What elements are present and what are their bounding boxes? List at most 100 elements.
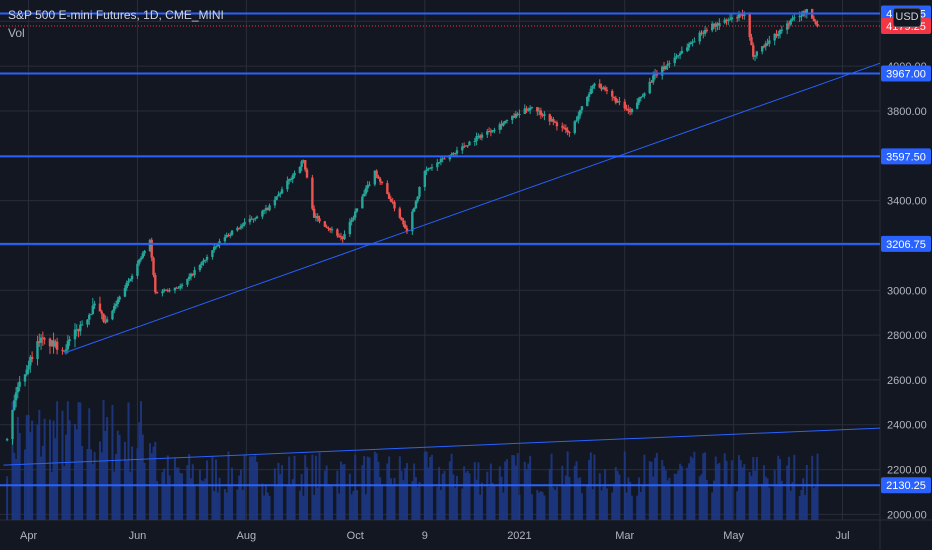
candle-body — [491, 130, 494, 132]
volume-bar — [216, 492, 219, 520]
volume-bar — [705, 479, 708, 520]
volume-bar — [454, 487, 457, 520]
candle-body — [14, 392, 18, 401]
candle-body — [91, 305, 95, 315]
volume-bar — [177, 467, 180, 520]
volume-bar — [336, 470, 339, 520]
candle-body — [512, 115, 516, 118]
candle-body — [366, 184, 369, 189]
currency-badge[interactable]: USD — [893, 8, 921, 27]
candle-body — [530, 107, 534, 109]
candle-body — [279, 193, 282, 195]
candle-body — [111, 310, 114, 320]
volume-bar — [764, 476, 767, 520]
candle-body — [543, 114, 546, 116]
candle-body — [714, 23, 717, 27]
x-tick-label: Oct — [347, 530, 364, 542]
candle-body — [561, 126, 564, 128]
candle-body — [775, 33, 778, 37]
candle-body — [625, 108, 628, 110]
volume-bar — [150, 453, 153, 520]
candle-body — [391, 201, 394, 203]
candle-body — [636, 102, 639, 109]
volume-bar — [252, 456, 255, 520]
candle-body — [104, 321, 107, 323]
volume-bar — [812, 488, 815, 520]
volume-bar — [491, 482, 494, 520]
candle-body — [514, 113, 518, 118]
candle-body — [211, 250, 214, 257]
candle-body — [280, 189, 284, 194]
volume-bar — [188, 453, 191, 520]
volume-bar — [79, 402, 82, 520]
candle-body — [716, 23, 719, 26]
symbol-title[interactable]: S&P 500 E-mini Futures, 1D, CME_MINI — [8, 8, 224, 22]
volume-bar — [36, 424, 39, 520]
volume-bar — [11, 401, 14, 520]
candle-body — [814, 21, 817, 25]
volume-bar — [213, 490, 216, 520]
volume-bar — [500, 476, 503, 520]
volume-bar — [723, 453, 726, 520]
candle-body — [204, 259, 207, 261]
volume-bar — [630, 495, 633, 520]
candle-body — [693, 41, 696, 43]
volume-bar — [75, 429, 78, 520]
candle-body — [785, 23, 789, 30]
volume-bar — [404, 468, 407, 520]
x-tick-label: Mar — [615, 530, 634, 542]
candle-body — [343, 234, 346, 240]
candle-body — [364, 188, 368, 194]
volume-bar — [111, 404, 114, 520]
candle-body — [766, 43, 769, 45]
candle-body — [566, 129, 569, 133]
x-tick-label: Apr — [20, 530, 37, 542]
volume-bar — [564, 475, 567, 520]
candle-body — [541, 114, 544, 116]
candle-body — [252, 218, 255, 220]
volume-bar — [427, 467, 430, 520]
y-tick-label: 2400.00 — [887, 420, 927, 432]
volume-bar — [716, 464, 719, 520]
candle-body — [618, 101, 621, 103]
volume-bar — [414, 477, 417, 520]
candle-body — [25, 369, 28, 375]
candle-body — [787, 23, 791, 25]
volume-bar — [27, 414, 30, 520]
x-tick-label: May — [723, 530, 744, 542]
candle-body — [737, 13, 741, 19]
candle-body — [498, 124, 501, 130]
candle-body — [130, 275, 134, 280]
volume-bar — [361, 465, 364, 520]
volume-bar — [81, 446, 84, 520]
candle-body — [168, 290, 171, 292]
volume-bar — [273, 468, 276, 520]
volume-bar — [31, 420, 34, 520]
volume-bar — [125, 460, 128, 520]
volume-indicator-label[interactable]: Vol — [8, 26, 25, 40]
volume-bar — [516, 453, 519, 520]
candle-body — [86, 319, 89, 325]
volume-bar — [816, 453, 819, 520]
volume-bar — [214, 459, 217, 520]
volume-bar — [175, 467, 178, 520]
candle-body — [268, 205, 271, 211]
candle-body — [689, 42, 692, 45]
candle-body — [477, 135, 480, 137]
candle-body — [430, 167, 434, 169]
volume-bar — [780, 480, 783, 520]
volume-bar — [204, 478, 207, 520]
volume-bar — [530, 494, 533, 520]
volume-bar — [41, 445, 44, 520]
volume-bar — [377, 461, 380, 520]
candle-body — [777, 33, 780, 37]
candle-body — [188, 276, 191, 279]
volume-bar — [450, 453, 453, 520]
candle-body — [611, 90, 614, 97]
candle-body — [661, 66, 664, 76]
volume-bar — [762, 465, 765, 520]
volume-bar — [629, 481, 632, 520]
candle-body — [614, 97, 618, 103]
